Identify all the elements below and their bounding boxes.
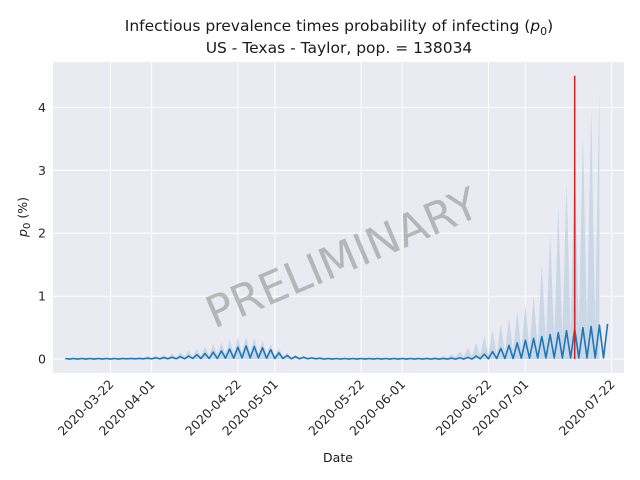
chart-title: Infectious prevalence times probability … bbox=[125, 17, 553, 38]
series-line-p0 bbox=[65, 323, 609, 360]
chart-subtitle: US - Texas - Taylor, pop. = 138034 bbox=[206, 39, 473, 57]
plot-background bbox=[53, 62, 624, 373]
y-tick-label: 1 bbox=[38, 289, 46, 304]
y-tick-label: 0 bbox=[38, 352, 46, 367]
x-tick-label: 2020-07-22 bbox=[556, 377, 618, 439]
y-tick-label: 2 bbox=[38, 226, 46, 241]
y-tick-labels: 0 1 2 3 4 bbox=[38, 100, 46, 367]
x-axis-label: Date bbox=[323, 450, 353, 465]
y-tick-label: 3 bbox=[38, 163, 46, 178]
y-axis-label: p0 (%) bbox=[15, 197, 33, 238]
y-tick-label: 4 bbox=[38, 100, 46, 115]
